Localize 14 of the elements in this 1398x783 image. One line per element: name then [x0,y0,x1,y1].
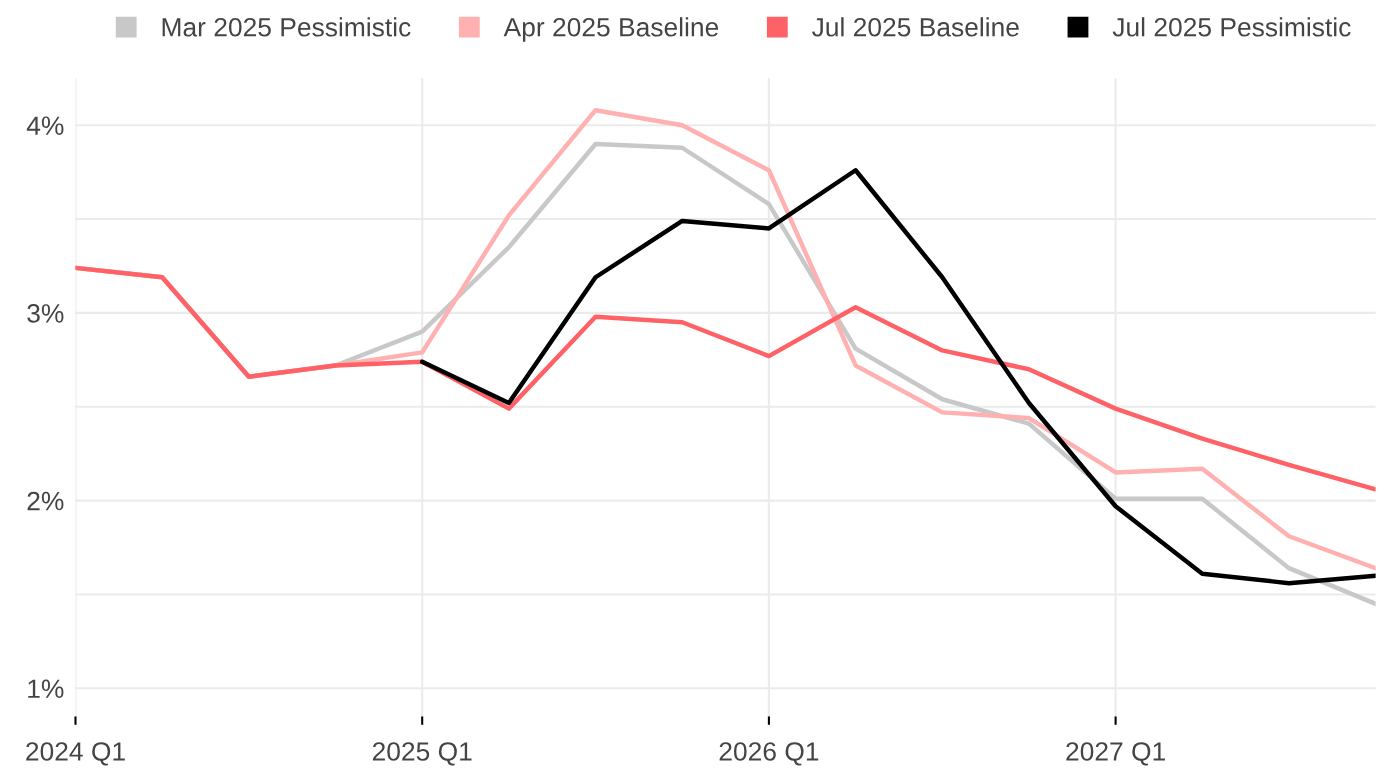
x-tick-label: 2025 Q1 [372,742,472,766]
legend-label: Mar 2025 Pessimistic [162,17,411,37]
legend-label: Jul 2025 Baseline [812,17,1019,37]
y-tick-label: 4% [26,116,64,135]
x-tick-label: 2027 Q1 [1066,742,1165,766]
x-tick-label: 2026 Q1 [719,742,819,766]
legend-label: Apr 2025 Baseline [503,17,719,42]
x-tick-label: 2024 Q1 [26,742,125,766]
line-series [419,168,1376,586]
y-tick-label: 2% [27,491,64,511]
legend-label: Jul 2025 Pessimistic [1112,17,1351,37]
line-series [75,265,1376,492]
y-tick-label: 3% [27,304,64,323]
y-tick-label: 1% [28,679,64,699]
